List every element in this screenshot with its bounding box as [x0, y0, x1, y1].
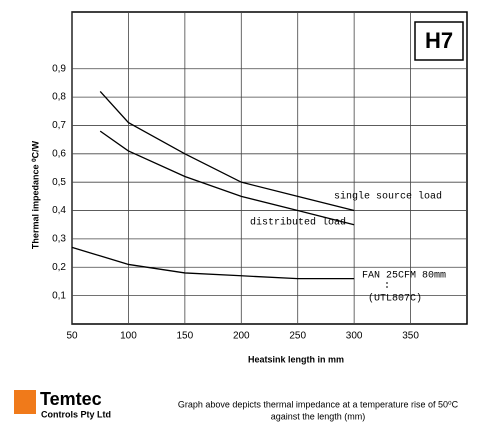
- series-line: [99, 130, 355, 226]
- y-tick-label: 0,3: [52, 234, 66, 245]
- x-tick-label: 100: [120, 331, 137, 342]
- y-tick-label: 0,4: [52, 205, 66, 216]
- brand: Temtec: [40, 389, 102, 409]
- series-label: single source load: [334, 191, 442, 203]
- x-tick-label: 300: [346, 331, 363, 342]
- y-tick-label: 0,8: [52, 92, 66, 103]
- y-tick-label: 0,2: [52, 262, 66, 273]
- y-tick-label: 0,5: [52, 177, 66, 188]
- badge-box: [414, 21, 464, 61]
- x-tick-label: 350: [402, 331, 419, 342]
- y-axis-title: Thermal impedance ⁰C/W: [30, 140, 40, 249]
- y-tick-label: 0,1: [52, 290, 66, 301]
- series-line: [71, 246, 355, 280]
- x-tick-label: 150: [177, 331, 194, 342]
- company: Controls Pty Ltd: [41, 409, 111, 419]
- caption: Graph above depicts thermal impedance at…: [178, 399, 459, 409]
- y-tick-label: 0,6: [52, 148, 66, 159]
- x-tick-label: 250: [289, 331, 306, 342]
- y-tick-label: 0,7: [52, 120, 66, 131]
- x-axis-title: Heatsink length in mm: [248, 354, 344, 364]
- badge: H7: [425, 28, 453, 53]
- x-tick-label: 50: [66, 331, 78, 342]
- series-line: [99, 90, 355, 212]
- series-label: distributed load: [250, 217, 346, 229]
- y-tick-label: 0,9: [52, 63, 66, 74]
- series-label: FAN 25CFM 80mm: [362, 271, 446, 282]
- x-tick-label: 200: [233, 331, 250, 342]
- caption: against the length (mm): [271, 411, 366, 421]
- logo-mark: [14, 390, 36, 414]
- annotation: (UTL807C): [368, 293, 422, 305]
